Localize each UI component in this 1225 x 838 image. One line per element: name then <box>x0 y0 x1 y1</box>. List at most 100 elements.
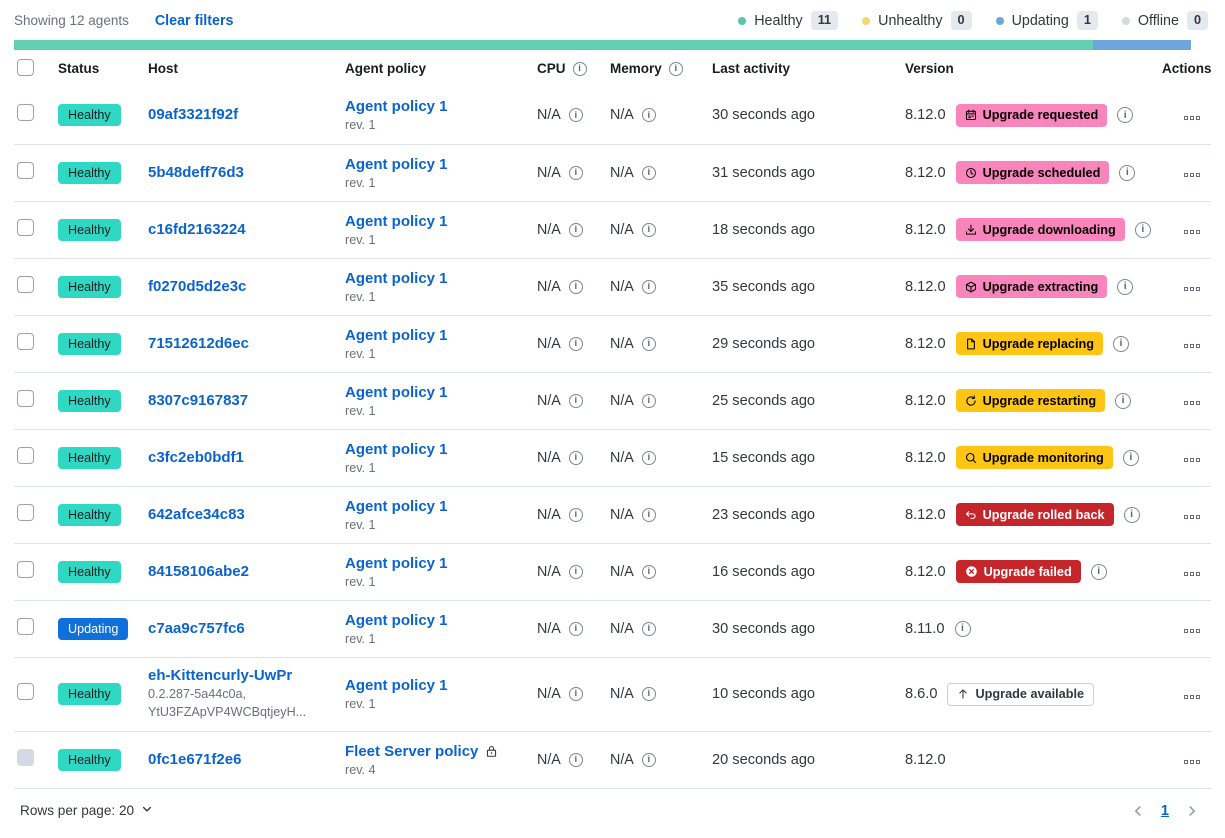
memory-na-info-icon[interactable]: i <box>641 336 656 351</box>
agent-policy-link[interactable]: Agent policy 1 <box>345 383 448 401</box>
upgrade-info-icon[interactable]: i <box>1123 506 1140 523</box>
row-checkbox[interactable] <box>17 161 34 179</box>
cpu-na-info-icon[interactable]: i <box>568 450 583 465</box>
host-link[interactable]: eh-Kittencurly-UwPr <box>148 667 293 685</box>
memory-na-info-icon[interactable]: i <box>641 564 656 579</box>
memory-na-info-icon[interactable]: i <box>641 108 656 123</box>
upgrade-info-icon[interactable]: i <box>1119 164 1136 181</box>
memory-value: N/A <box>610 164 634 181</box>
agent-policy-link[interactable]: Agent policy 1 <box>345 326 448 344</box>
memory-na-info-icon[interactable]: i <box>641 393 656 408</box>
row-actions-button[interactable] <box>1182 104 1202 127</box>
memory-info-icon[interactable]: i <box>668 61 683 76</box>
upgrade-info-icon[interactable]: i <box>1115 392 1132 409</box>
upgrade-info-icon[interactable]: i <box>1090 563 1107 580</box>
cpu-info-icon[interactable]: i <box>572 61 587 76</box>
host-link[interactable]: 5b48deff76d3 <box>148 163 244 181</box>
row-actions-button[interactable] <box>1182 275 1202 298</box>
host-link[interactable]: 642afce34c83 <box>148 505 245 523</box>
host-link[interactable]: 71512612d6ec <box>148 334 249 352</box>
cpu-na-info-icon[interactable]: i <box>568 393 583 408</box>
last-activity: 20 seconds ago <box>712 751 816 768</box>
memory-na-info-icon[interactable]: i <box>641 752 656 767</box>
cpu-na-info-icon[interactable]: i <box>568 687 583 702</box>
memory-na-info-icon[interactable]: i <box>641 165 656 180</box>
previous-page-button[interactable] <box>1131 804 1145 818</box>
host-link[interactable]: c16fd2163224 <box>148 220 246 238</box>
host-link[interactable]: 09af3321f92f <box>148 106 239 124</box>
host-link[interactable]: f0270d5d2e3c <box>148 277 247 295</box>
upgrade-info-icon[interactable]: i <box>1122 449 1139 466</box>
cpu-na-info-icon[interactable]: i <box>568 165 583 180</box>
row-actions-button[interactable] <box>1182 161 1202 184</box>
row-checkbox[interactable] <box>17 218 34 236</box>
row-actions-button[interactable] <box>1182 560 1202 583</box>
upgrade-info-icon[interactable]: i <box>954 620 971 637</box>
clear-filters-link[interactable]: Clear filters <box>154 12 234 29</box>
agent-policy-link[interactable]: Agent policy 1 <box>345 497 448 515</box>
host-link[interactable]: 8307c9167837 <box>148 391 249 409</box>
host-link[interactable]: c3fc2eb0bdf1 <box>148 448 244 466</box>
row-checkbox[interactable] <box>17 332 34 350</box>
cpu-na-info-icon[interactable]: i <box>568 621 583 636</box>
page-number-1[interactable]: 1 <box>1160 802 1169 819</box>
select-all-checkbox[interactable] <box>17 58 34 76</box>
rows-per-page-button[interactable]: Rows per page: 20 <box>20 803 153 818</box>
cpu-na-info-icon[interactable]: i <box>568 108 583 123</box>
row-checkbox[interactable] <box>17 104 34 122</box>
upgrade-info-icon[interactable]: i <box>1117 107 1134 124</box>
upgrade-info-icon[interactable]: i <box>1134 221 1151 238</box>
row-checkbox[interactable] <box>17 683 34 701</box>
row-checkbox[interactable] <box>17 389 34 407</box>
upgrade-info-icon[interactable]: i <box>1112 335 1129 352</box>
policy-revision: rev. 1 <box>345 517 376 532</box>
row-checkbox[interactable] <box>17 275 34 293</box>
cpu-na-info-icon[interactable]: i <box>568 336 583 351</box>
host-link[interactable]: c7aa9c757fc6 <box>148 619 245 637</box>
row-actions-button[interactable] <box>1182 617 1202 640</box>
upgrade-status-badge: Upgrade downloading <box>955 218 1125 242</box>
row-actions-button[interactable] <box>1182 503 1202 526</box>
cpu-na-info-icon[interactable]: i <box>568 507 583 522</box>
agents-table: Status Host Agent policy CPU i Memory i La… <box>14 50 1212 789</box>
agent-policy-link[interactable]: Agent policy 1 <box>345 155 448 173</box>
cpu-na-info-icon[interactable]: i <box>568 279 583 294</box>
upgrade-info-icon[interactable]: i <box>1117 278 1134 295</box>
host-link[interactable]: 84158106abe2 <box>148 562 249 580</box>
memory-na-info-icon[interactable]: i <box>641 222 656 237</box>
row-actions-button[interactable] <box>1182 332 1202 355</box>
cpu-na-info-icon[interactable]: i <box>568 564 583 579</box>
row-actions-button[interactable] <box>1182 748 1202 771</box>
memory-na-info-icon[interactable]: i <box>641 507 656 522</box>
agent-policy-link[interactable]: Agent policy 1 <box>345 611 448 629</box>
agent-policy-link[interactable]: Agent policy 1 <box>345 98 448 116</box>
cpu-na-info-icon[interactable]: i <box>568 752 583 767</box>
agent-policy-link[interactable]: Agent policy 1 <box>345 554 448 572</box>
row-actions-button[interactable] <box>1182 389 1202 412</box>
agent-policy-link[interactable]: Agent policy 1 <box>345 440 448 458</box>
status-badge: Healthy <box>58 683 121 706</box>
memory-value: N/A <box>610 392 634 409</box>
memory-na-info-icon[interactable]: i <box>641 687 656 702</box>
last-activity: 23 seconds ago <box>712 506 816 523</box>
cpu-na-info-icon[interactable]: i <box>568 222 583 237</box>
row-checkbox[interactable] <box>17 617 34 635</box>
memory-na-info-icon[interactable]: i <box>641 279 656 294</box>
column-header-last-activity: Last activity <box>712 61 791 77</box>
memory-na-info-icon[interactable]: i <box>641 621 656 636</box>
row-actions-button[interactable] <box>1182 446 1202 469</box>
agent-policy-link[interactable]: Agent policy 1 <box>345 269 448 287</box>
row-actions-button[interactable] <box>1182 683 1202 706</box>
memory-na-info-icon[interactable]: i <box>641 450 656 465</box>
row-checkbox[interactable] <box>17 503 34 521</box>
agent-policy-link[interactable]: Fleet Server policy <box>345 742 479 760</box>
next-page-button[interactable] <box>1185 804 1199 818</box>
row-actions-button[interactable] <box>1182 218 1202 241</box>
row-checkbox[interactable] <box>17 560 34 578</box>
agent-policy-link[interactable]: Agent policy 1 <box>345 212 448 230</box>
version-value: 8.12.0 <box>905 221 946 238</box>
pagination: 1 <box>1131 803 1211 819</box>
agent-policy-link[interactable]: Agent policy 1 <box>345 677 448 695</box>
row-checkbox[interactable] <box>17 446 34 464</box>
host-link[interactable]: 0fc1e671f2e6 <box>148 750 242 768</box>
